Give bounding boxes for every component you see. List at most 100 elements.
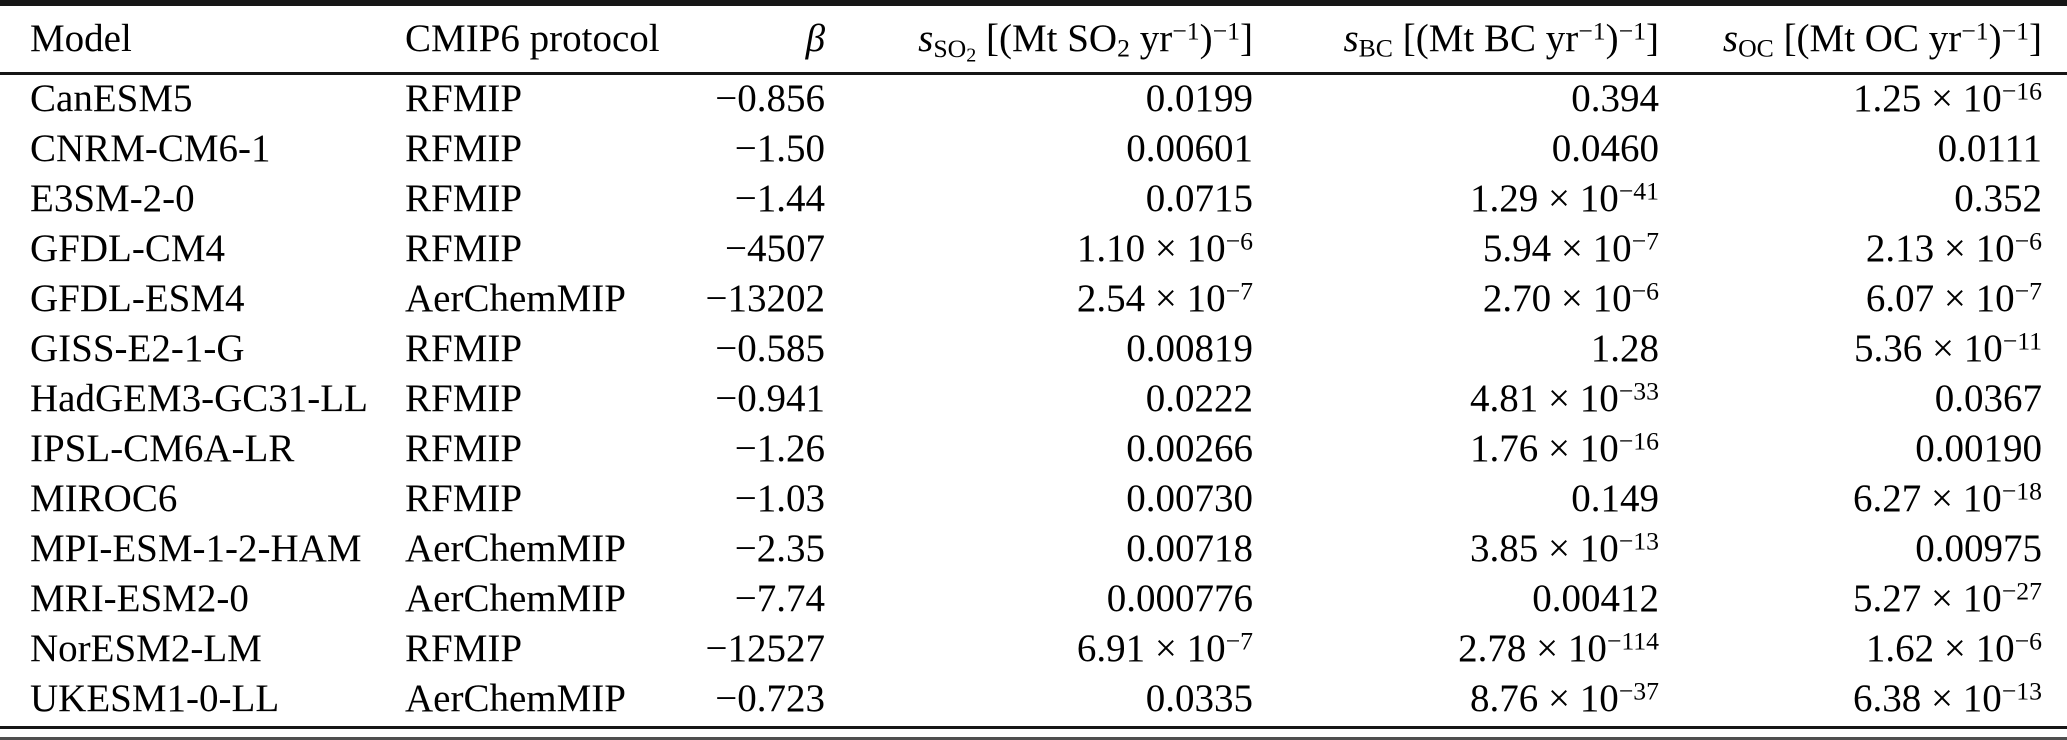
cell-s_bc: 2.78 × 10−114 <box>1458 625 1659 670</box>
table-top-rule <box>0 0 2067 6</box>
table-row: GFDL-ESM4 AerChemMIP −13202 2.54 × 10−7 2.70… <box>0 273 2067 323</box>
cell-model: CNRM-CM6-1 <box>30 126 271 170</box>
table-row: CNRM-CM6-1 RFMIP −1.50 0.00601 0.0460 0.0111 <box>0 123 2067 173</box>
cell-beta: −1.44 <box>734 176 825 220</box>
cell-s_oc: 1.25 × 10−16 <box>1853 76 2042 121</box>
cell-beta: −1.03 <box>734 476 825 520</box>
cell-s_bc: 4.81 × 10−33 <box>1470 375 1659 420</box>
column-header-protocol: CMIP6 protocol <box>405 6 660 75</box>
cell-protocol: AerChemMIP <box>405 676 626 720</box>
cell-protocol: RFMIP <box>405 376 523 420</box>
cell-s_bc: 3.85 × 10−13 <box>1470 525 1659 570</box>
cell-protocol: RFMIP <box>405 77 523 121</box>
table-row: GFDL-CM4 RFMIP −4507 1.10 × 10−6 5.94 × 10−7… <box>0 223 2067 273</box>
cell-s_so2: 0.000776 <box>1106 576 1253 620</box>
cell-s_bc: 8.76 × 10−37 <box>1470 675 1659 720</box>
cell-beta: −0.856 <box>715 77 825 121</box>
cell-beta: −1.26 <box>734 426 825 470</box>
cell-s_so2: 0.0199 <box>1145 77 1253 121</box>
cell-s_so2: 2.54 × 10−7 <box>1076 275 1253 320</box>
cell-s_bc: 5.94 × 10−7 <box>1482 225 1659 270</box>
cell-model: E3SM-2-0 <box>30 176 195 220</box>
cell-s_so2: 0.00266 <box>1126 426 1253 470</box>
table-row: NorESM2-LM RFMIP −12527 6.91 × 10−7 2.78 × 1… <box>0 623 2067 673</box>
cell-model: GISS-E2-1-G <box>30 326 245 370</box>
cell-s_bc: 0.00412 <box>1532 576 1659 620</box>
cell-s_bc: 0.0460 <box>1551 126 1659 170</box>
cell-s_oc: 6.07 × 10−7 <box>1865 275 2042 320</box>
results-table: Model CMIP6 protocol β sSO2 [(Mt SO2 yr−1)−… <box>0 6 2067 723</box>
table-row: E3SM-2-0 RFMIP −1.44 0.0715 1.29 × 10−41 0.35… <box>0 173 2067 223</box>
cell-s_so2: 6.91 × 10−7 <box>1076 625 1253 670</box>
table-row: MIROC6 RFMIP −1.03 0.00730 0.149 6.27 × 10−18 <box>0 473 2067 523</box>
cell-s_oc: 6.27 × 10−18 <box>1853 475 2042 520</box>
cell-beta: −4507 <box>725 226 825 270</box>
cell-model: UKESM1-0-LL <box>30 676 280 720</box>
cell-s_bc: 0.394 <box>1571 77 1659 121</box>
column-header-model: Model <box>0 6 405 75</box>
column-header-s_so2: sSO2 [(Mt SO2 yr−1)−1] <box>825 6 1253 75</box>
cell-model: MRI-ESM2-0 <box>30 576 249 620</box>
cell-model: CanESM5 <box>30 77 193 121</box>
cell-model: MPI-ESM-1-2-HAM <box>30 526 362 570</box>
table-header-row: Model CMIP6 protocol β sSO2 [(Mt SO2 yr−1)−… <box>0 6 2067 75</box>
cell-protocol: AerChemMIP <box>405 276 626 320</box>
table-body: CanESM5 RFMIP −0.856 0.0199 0.394 1.25 × 10−1… <box>0 73 2067 723</box>
column-header-s_bc: sBC [(Mt BC yr−1)−1] <box>1253 6 1659 75</box>
table-row: GISS-E2-1-G RFMIP −0.585 0.00819 1.28 5.36 × … <box>0 323 2067 373</box>
cell-s_oc: 0.0367 <box>1934 376 2042 420</box>
cell-s_bc: 2.70 × 10−6 <box>1482 275 1659 320</box>
cell-protocol: RFMIP <box>405 326 523 370</box>
column-header-beta: β <box>620 6 825 75</box>
cell-protocol: AerChemMIP <box>405 576 626 620</box>
cell-s_bc: 0.149 <box>1571 476 1659 520</box>
cell-s_oc: 5.27 × 10−27 <box>1853 575 2042 620</box>
table-row: MPI-ESM-1-2-HAM AerChemMIP −2.35 0.00718 3.8… <box>0 523 2067 573</box>
cell-s_oc: 2.13 × 10−6 <box>1865 225 2042 270</box>
cell-beta: −12527 <box>705 626 826 670</box>
cell-s_so2: 0.0222 <box>1145 376 1253 420</box>
cell-s_bc: 1.76 × 10−16 <box>1470 425 1659 470</box>
table-row: IPSL-CM6A-LR RFMIP −1.26 0.00266 1.76 × 10−1… <box>0 423 2067 473</box>
cell-s_oc: 6.38 × 10−13 <box>1853 675 2042 720</box>
cell-s_oc: 0.00975 <box>1915 526 2042 570</box>
cell-model: HadGEM3-GC31-LL <box>30 376 368 420</box>
cell-protocol: RFMIP <box>405 626 523 670</box>
cell-model: IPSL-CM6A-LR <box>30 426 295 470</box>
cell-s_bc: 1.28 <box>1590 326 1659 370</box>
table-row: UKESM1-0-LL AerChemMIP −0.723 0.0335 8.76 × … <box>0 673 2067 723</box>
cell-s_bc: 1.29 × 10−41 <box>1470 175 1659 220</box>
cell-protocol: RFMIP <box>405 126 523 170</box>
cell-protocol: RFMIP <box>405 426 523 470</box>
table-head: Model CMIP6 protocol β sSO2 [(Mt SO2 yr−1)−… <box>0 6 2067 75</box>
cell-beta: −13202 <box>705 276 826 320</box>
cell-model: NorESM2-LM <box>30 626 262 670</box>
cell-model: MIROC6 <box>30 476 178 520</box>
table-bottom-rule <box>0 726 2067 729</box>
cell-model: GFDL-ESM4 <box>30 276 245 320</box>
cell-s_so2: 0.0715 <box>1145 176 1253 220</box>
column-header-s_oc: sOC [(Mt OC yr−1)−1] <box>1659 6 2067 75</box>
table-row: CanESM5 RFMIP −0.856 0.0199 0.394 1.25 × 10−1… <box>0 73 2067 123</box>
cell-s_oc: 1.62 × 10−6 <box>1865 625 2042 670</box>
cell-protocol: AerChemMIP <box>405 526 626 570</box>
cell-s_oc: 0.00190 <box>1915 426 2042 470</box>
cell-beta: −2.35 <box>734 526 825 570</box>
cell-s_so2: 0.00730 <box>1126 476 1253 520</box>
cell-protocol: RFMIP <box>405 176 523 220</box>
table-row: MRI-ESM2-0 AerChemMIP −7.74 0.000776 0.00412… <box>0 573 2067 623</box>
page-edge-rule <box>0 737 2067 740</box>
cell-s_so2: 0.00819 <box>1126 326 1253 370</box>
cell-s_oc: 0.352 <box>1954 176 2042 220</box>
cell-s_so2: 1.10 × 10−6 <box>1076 225 1253 270</box>
cell-s_so2: 0.00718 <box>1126 526 1253 570</box>
cell-s_so2: 0.00601 <box>1126 126 1253 170</box>
cell-protocol: RFMIP <box>405 226 523 270</box>
cell-s_oc: 0.0111 <box>1937 126 2042 170</box>
cell-beta: −0.723 <box>715 676 825 720</box>
table-row: HadGEM3-GC31-LL RFMIP −0.941 0.0222 4.81 × 1… <box>0 373 2067 423</box>
cell-beta: −1.50 <box>734 126 825 170</box>
cell-s_so2: 0.0335 <box>1145 676 1253 720</box>
cell-protocol: RFMIP <box>405 476 523 520</box>
